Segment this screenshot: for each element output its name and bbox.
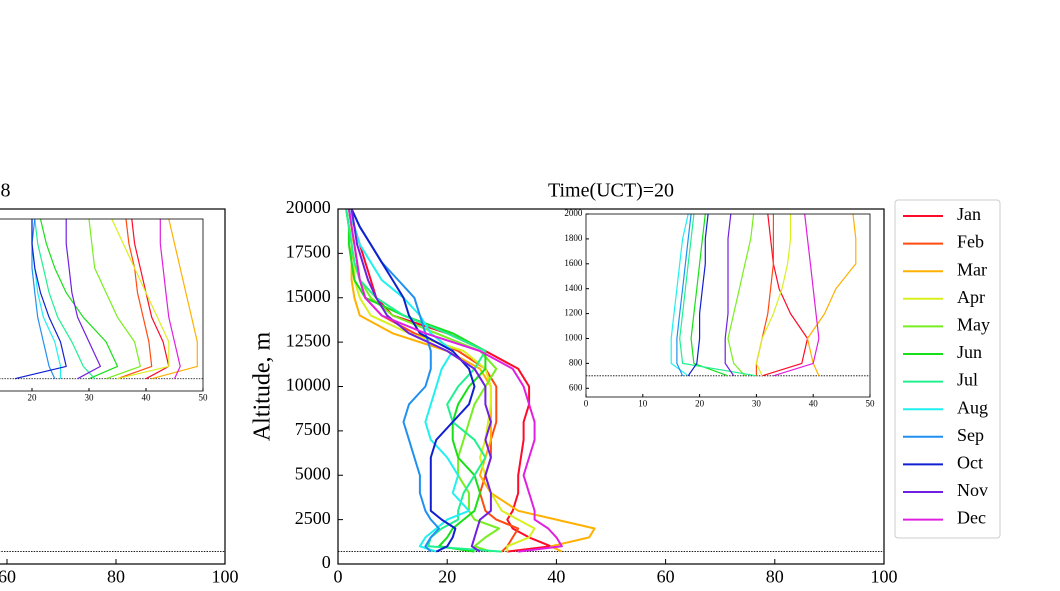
y-axis-label: Altitude, m — [250, 332, 276, 442]
profile-line — [347, 208, 470, 553]
x-tick-label: 30 — [85, 392, 95, 402]
x-tick-label: 30 — [752, 398, 762, 408]
y-tick-label: 1400 — [564, 283, 583, 293]
profile-line — [350, 208, 440, 553]
x-tick-label: 100 — [871, 567, 898, 587]
x-tick-label: 100 — [212, 567, 239, 587]
x-tick-label: 20 — [695, 398, 705, 408]
legend-box — [894, 199, 1001, 539]
profile-line — [88, 218, 141, 380]
y-tick-label: 17500 — [286, 242, 331, 262]
profile-line — [14, 219, 67, 380]
x-tick-label: 10 — [638, 398, 648, 408]
profile-line — [347, 208, 520, 553]
axes-frame — [0, 208, 226, 565]
profile-line — [761, 213, 809, 377]
inset-background — [0, 219, 203, 391]
profile-line — [690, 213, 729, 377]
x-tick-label: 60 — [657, 567, 675, 587]
y-tick-label: 10000 — [286, 375, 331, 395]
profile-line — [347, 208, 536, 552]
legend-label: Oct — [957, 453, 983, 473]
legend-label: Jan — [957, 204, 981, 224]
profile-line — [670, 213, 689, 377]
y-tick-label: 2500 — [295, 508, 331, 528]
profile-line — [806, 213, 857, 377]
axes-frame — [0, 218, 204, 392]
y-tick-label: 1600 — [564, 258, 583, 268]
y-tick-label: 12500 — [286, 330, 331, 350]
y-tick-label: 600 — [569, 382, 583, 392]
y-tick-label: 5000 — [295, 463, 331, 483]
x-tick-label: 80 — [766, 567, 784, 587]
y-tick-label: 7500 — [295, 419, 331, 439]
legend-label: Sep — [957, 425, 984, 445]
y-tick-label: 1200 — [564, 308, 583, 318]
x-tick-label: 80 — [107, 567, 125, 587]
profile-line — [676, 213, 692, 377]
legend-label: Apr — [957, 287, 985, 307]
profile-line — [131, 218, 170, 380]
profile-line — [755, 214, 792, 377]
x-tick-label: 40 — [142, 392, 152, 402]
x-tick-label: 0 — [584, 398, 589, 408]
x-tick-label: 60 — [0, 567, 16, 587]
legend-label: Aug — [957, 397, 988, 417]
profile-line — [151, 218, 198, 380]
profile-line — [65, 219, 101, 380]
profile-line — [687, 213, 709, 377]
profile-line — [350, 208, 476, 553]
legend-label: Jul — [957, 370, 978, 390]
profile-line — [117, 218, 153, 380]
y-tick-label: 1800 — [564, 233, 583, 243]
axes-frame — [337, 208, 885, 565]
x-tick-label: 20 — [28, 392, 38, 402]
x-tick-label: 0 — [334, 567, 343, 587]
legend-label: Dec — [957, 508, 986, 528]
x-tick-label: 20 — [438, 567, 456, 587]
legend-label: Jun — [957, 342, 982, 362]
y-tick-label: 800 — [569, 357, 583, 367]
y-tick-label: 20000 — [286, 197, 331, 217]
legend-label: Nov — [957, 480, 988, 500]
x-tick-label: 50 — [866, 398, 876, 408]
profile-line — [34, 218, 96, 380]
profile-line — [679, 213, 757, 377]
chart-title: Time(UCT)=20 — [548, 180, 674, 202]
axes-frame — [585, 213, 871, 398]
profile-line — [345, 208, 487, 553]
profile-line — [773, 213, 820, 377]
x-tick-label: 40 — [547, 567, 565, 587]
x-tick-label: 50 — [199, 392, 209, 402]
y-tick-label: 1000 — [564, 333, 583, 343]
profile-line — [347, 208, 563, 553]
profile-line — [727, 213, 755, 377]
profile-line — [724, 213, 735, 377]
y-tick-label: 2000 — [564, 208, 583, 218]
y-tick-label: 15000 — [286, 286, 331, 306]
profile-line — [350, 208, 492, 553]
legend-label: Feb — [957, 232, 984, 252]
y-tick-label: 0 — [322, 552, 331, 572]
x-tick-label: 40 — [809, 398, 819, 408]
profile-line — [111, 218, 170, 380]
profile-line — [159, 219, 181, 379]
legend-label: May — [957, 315, 990, 335]
legend-label: Mar — [957, 259, 987, 279]
chart-title: Time(UCT)=8 — [0, 180, 11, 202]
